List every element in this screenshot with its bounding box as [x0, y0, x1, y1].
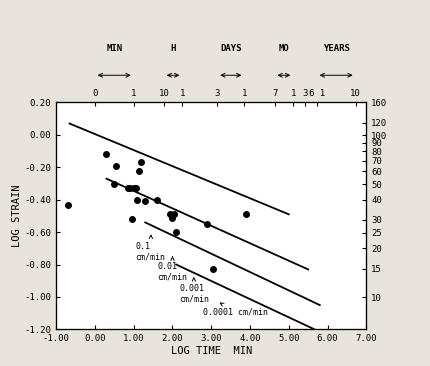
Y-axis label: LOG STRAIN: LOG STRAIN	[12, 185, 22, 247]
Point	[153, 197, 160, 203]
Text: 0.01
cm/min: 0.01 cm/min	[157, 257, 187, 281]
Text: MO: MO	[278, 44, 289, 53]
Point	[134, 197, 141, 203]
Text: 0.1
cm/min: 0.1 cm/min	[135, 235, 165, 261]
Point	[126, 186, 133, 191]
Text: MIN: MIN	[106, 44, 122, 53]
Point	[138, 160, 144, 165]
Point	[141, 198, 148, 204]
Point	[130, 186, 137, 191]
Point	[113, 163, 120, 169]
Text: H: H	[170, 44, 175, 53]
Point	[172, 229, 179, 235]
Point	[128, 216, 135, 222]
Text: 0.001
cm/min: 0.001 cm/min	[179, 278, 209, 303]
Text: DAYS: DAYS	[220, 44, 241, 53]
Point	[64, 202, 71, 208]
Point	[203, 221, 210, 227]
X-axis label: LOG TIME  MIN: LOG TIME MIN	[170, 346, 251, 356]
Point	[167, 212, 174, 217]
Point	[124, 186, 131, 191]
Point	[170, 212, 178, 217]
Point	[209, 266, 216, 272]
Point	[103, 152, 110, 157]
Point	[136, 168, 143, 173]
Point	[242, 212, 249, 217]
Point	[169, 214, 175, 220]
Text: YEARS: YEARS	[322, 44, 349, 53]
Point	[111, 180, 117, 186]
Text: 0.0001 cm/min: 0.0001 cm/min	[202, 303, 267, 317]
Point	[132, 186, 139, 191]
